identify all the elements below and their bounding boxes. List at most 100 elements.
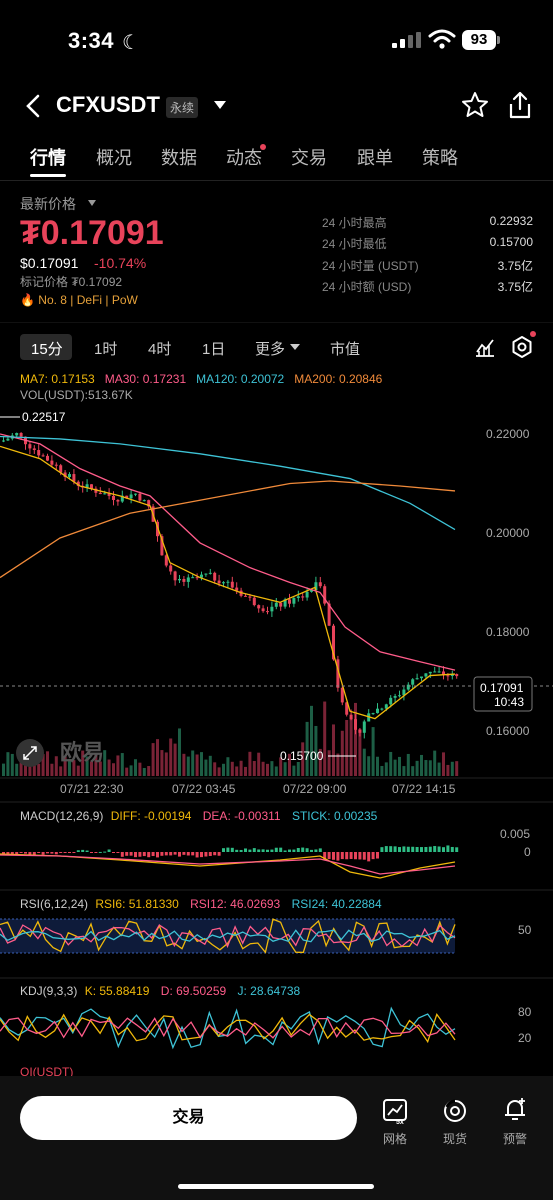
volume-bar (398, 756, 401, 776)
spot-label[interactable]: 现货 (442, 1132, 467, 1146)
macd-y-label: 0 (524, 845, 531, 859)
status-time: 3:34 (68, 28, 115, 53)
macd-bar (358, 852, 362, 860)
tab-copy-trade[interactable]: 跟单 (357, 148, 393, 168)
interval-1d[interactable]: 1日 (202, 341, 226, 358)
candle-body (50, 460, 54, 465)
macd-bar (37, 852, 41, 853)
battery-icon: 93 (462, 30, 496, 50)
candle-body (85, 484, 89, 488)
volume-bar (41, 754, 45, 776)
tab-news[interactable]: 动态 (226, 148, 262, 168)
interval-15m[interactable]: 15分 (31, 341, 63, 358)
ma7-line (0, 445, 456, 720)
interval-more[interactable]: 更多 (255, 341, 286, 358)
tab-data[interactable]: 数据 (161, 148, 197, 168)
macd-bar (296, 848, 300, 852)
candle-body (292, 598, 296, 604)
volume-bar (129, 765, 133, 776)
countdown-label: 10:43 (494, 695, 524, 709)
ma120-line (0, 435, 456, 531)
kline-chart[interactable]: 0.22000 0.20000 0.18000 0.16000 0.22517 … (0, 404, 553, 1076)
chevron-down-icon[interactable] (88, 200, 96, 206)
coin-tags[interactable]: 🔥 No. 8 | DeFi | PoW (20, 293, 138, 307)
candle-body (59, 465, 63, 473)
macd-bar (437, 846, 441, 852)
symbol-title[interactable]: CFXUSDT (56, 92, 160, 117)
candle-body (428, 671, 432, 674)
chevron-down-icon[interactable] (214, 101, 226, 109)
kdj-legend: KDJ(9,3,3) K: 55.88419 D: 69.50259 J: 28… (20, 984, 301, 998)
interval-1h[interactable]: 1时 (94, 341, 118, 358)
macd-bar (336, 852, 340, 861)
back-icon[interactable] (22, 92, 46, 120)
share-icon[interactable] (506, 90, 534, 120)
battery-tip (497, 36, 500, 44)
star-icon[interactable] (460, 90, 490, 120)
macd-bar (270, 849, 274, 852)
macd-bar (349, 852, 353, 859)
indicator-icon[interactable] (474, 336, 496, 358)
volume-bar (332, 724, 335, 776)
volume-bar (94, 754, 98, 776)
settings-icon[interactable] (510, 335, 534, 359)
candle-body (63, 472, 67, 477)
candle-body (173, 571, 177, 581)
macd-bar (98, 851, 102, 853)
macd-bar (376, 852, 379, 859)
macd-bar (81, 849, 85, 852)
candle-body (107, 493, 111, 496)
current-price-label: 0.17091 (480, 681, 524, 695)
trade-button[interactable]: 交易 (20, 1096, 357, 1140)
volume-bar (217, 767, 221, 776)
volume-bar (367, 756, 371, 776)
volume-bar (28, 764, 32, 776)
macd-bar (213, 852, 217, 856)
grid-label[interactable]: 网格 (382, 1132, 407, 1146)
candle-body (384, 704, 388, 709)
macd-bar (85, 850, 89, 852)
candle-body (147, 500, 151, 507)
interval-4h[interactable]: 4时 (148, 341, 172, 358)
candle-body (296, 596, 300, 599)
macd-bar (204, 852, 208, 857)
alert-label[interactable]: 预警 (502, 1132, 527, 1146)
candle-body (310, 590, 313, 592)
divider (0, 180, 553, 181)
price-label[interactable]: 最新价格 (20, 196, 76, 212)
volume-bar (160, 750, 164, 776)
macd-bar (446, 845, 450, 852)
divider (0, 322, 553, 323)
tab-trade[interactable]: 交易 (291, 148, 327, 168)
candle-body (41, 455, 45, 457)
macd-bar (283, 850, 287, 852)
candle-body (120, 495, 124, 502)
macd-bar (226, 847, 230, 852)
volume-bar (318, 748, 322, 776)
volume-bar (362, 748, 366, 776)
macd-bar (239, 849, 243, 852)
macd-bar (327, 852, 331, 860)
candle-body (54, 464, 58, 466)
watermark: 欧易 (60, 740, 104, 765)
x-label: 07/22 14:15 (392, 782, 456, 796)
chevron-down-icon[interactable] (290, 344, 300, 350)
tab-overview[interactable]: 概况 (96, 148, 132, 168)
y-label: 0.20000 (486, 526, 530, 540)
macd-bar (230, 847, 234, 852)
candle-body (200, 574, 203, 578)
alert-bell-icon[interactable] (502, 1096, 528, 1122)
current-price-box[interactable] (473, 676, 533, 712)
candle-body (129, 494, 133, 499)
interval-market-cap[interactable]: 市值 (330, 341, 361, 358)
tab-market[interactable]: 行情 (30, 148, 66, 168)
tab-strategy[interactable]: 策略 (422, 148, 458, 168)
spot-icon[interactable] (442, 1098, 468, 1124)
candle-body (160, 536, 164, 556)
macd-bar (398, 847, 401, 852)
kdj-d: D: 69.50259 (161, 984, 227, 998)
grid-bot-icon[interactable]: 5x (382, 1098, 408, 1124)
candle-body (332, 625, 335, 660)
candle-body (450, 674, 454, 676)
volume-bar (204, 759, 208, 776)
